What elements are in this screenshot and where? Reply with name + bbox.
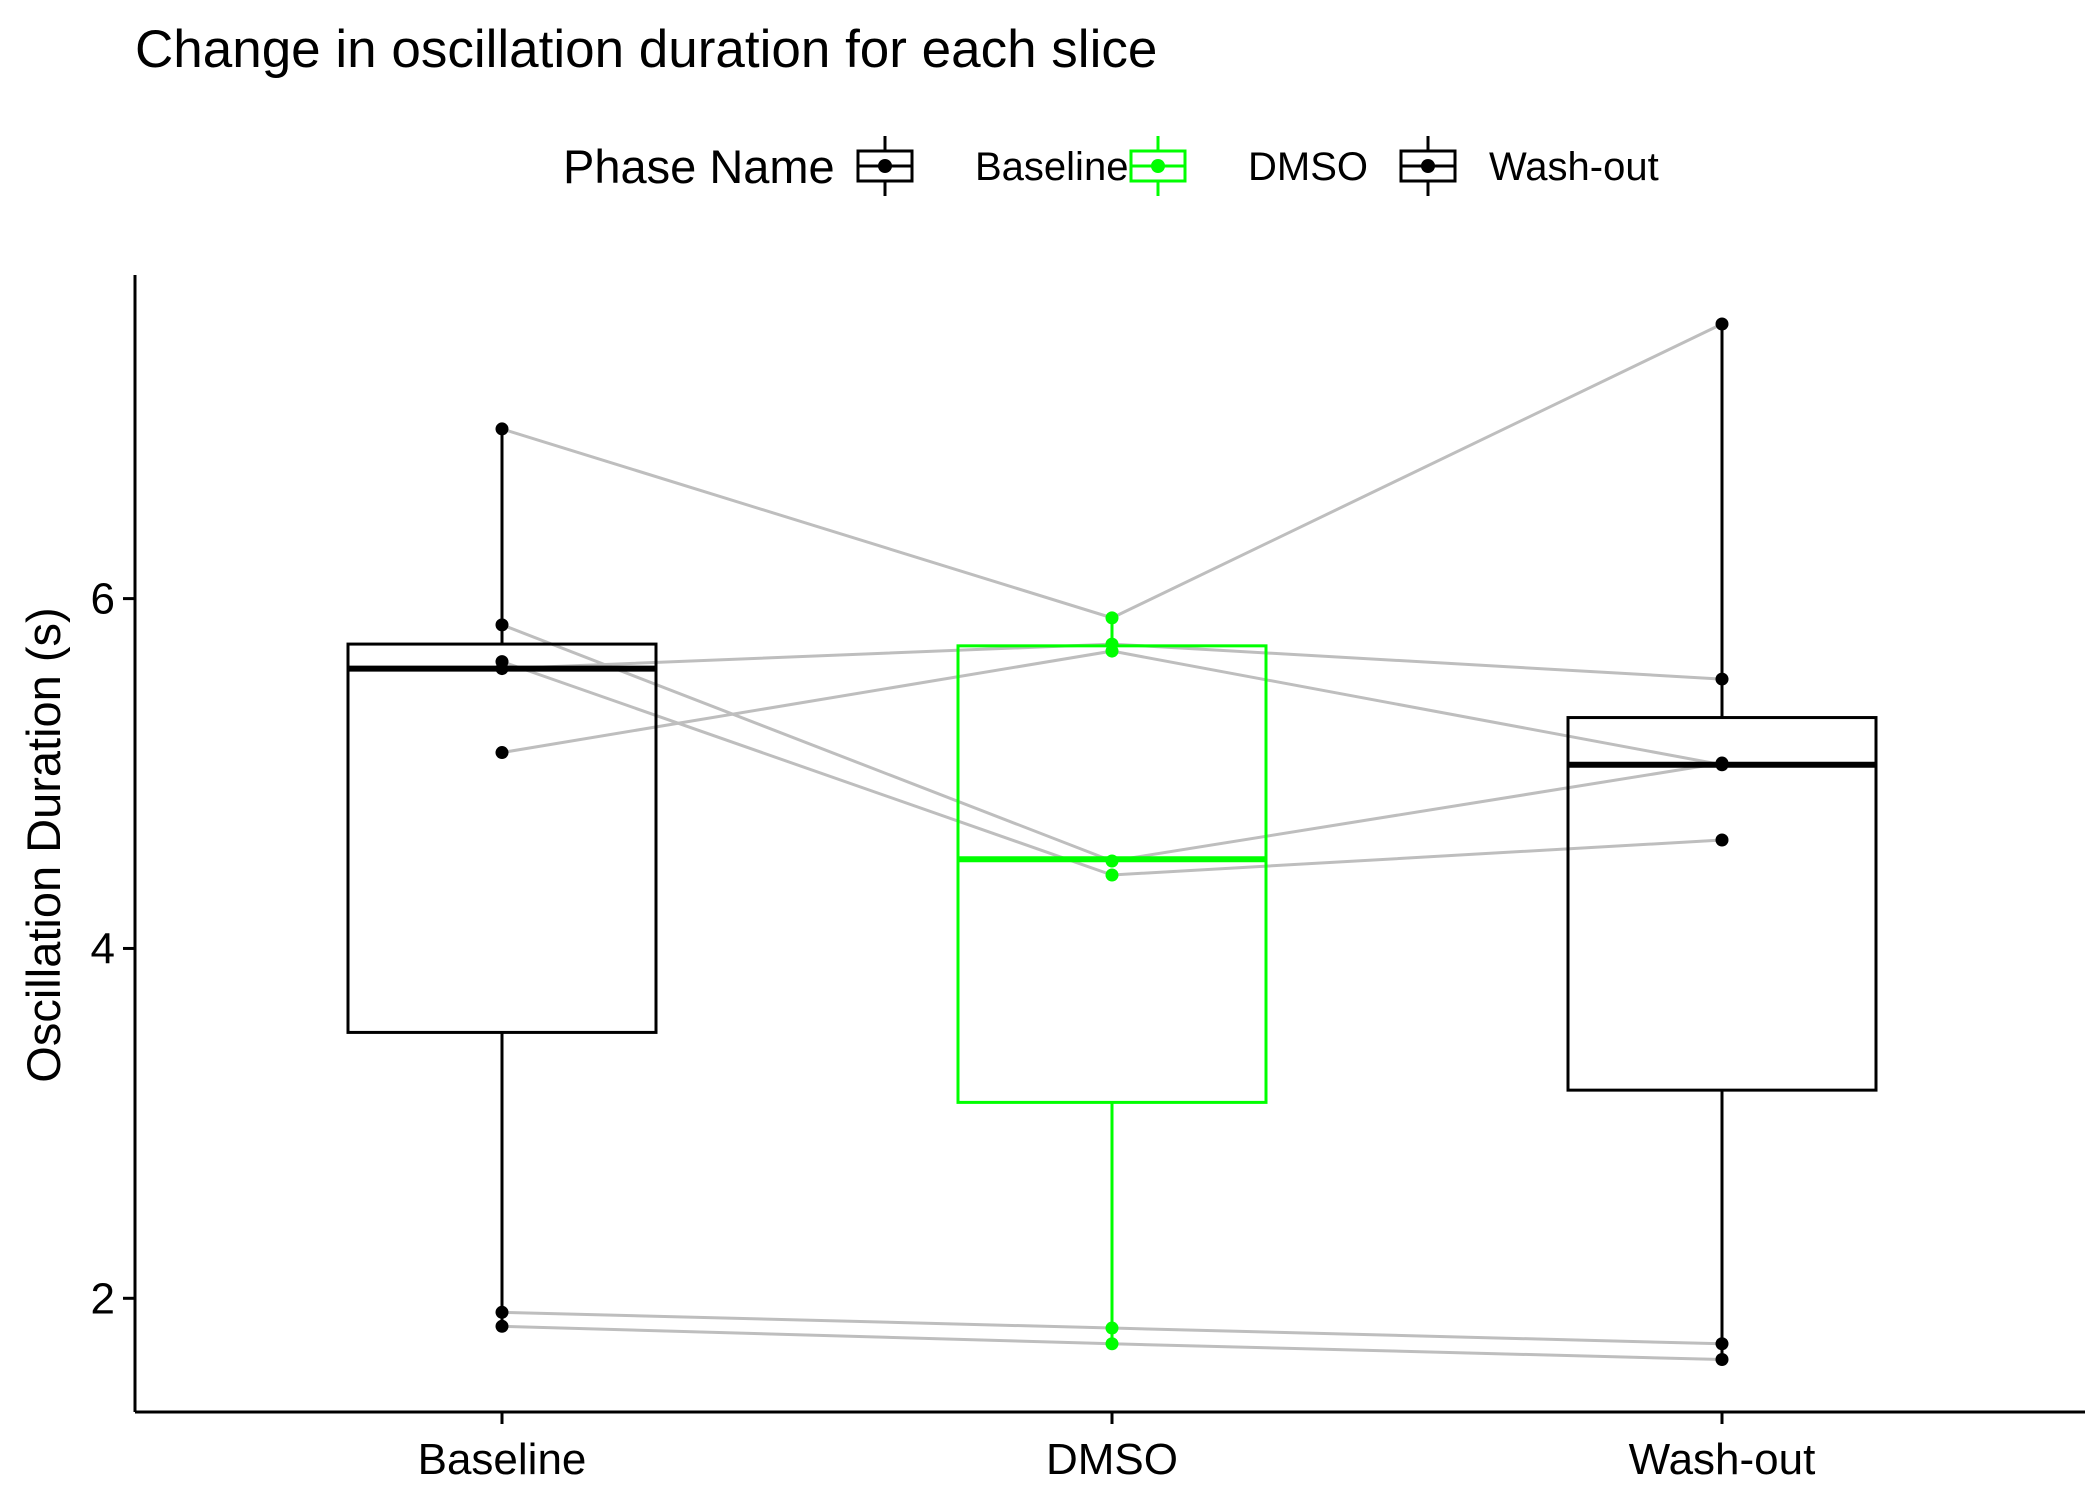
boxes	[346, 323, 1878, 1360]
y-tick-label: 4	[91, 924, 115, 973]
data-point	[1105, 868, 1119, 882]
data-point	[1715, 833, 1729, 847]
box	[346, 642, 658, 1034]
legend: Phase Name Baseline DMSO Wash-out	[563, 136, 1659, 196]
data-point	[1715, 672, 1729, 686]
legend-key-point	[1151, 159, 1165, 173]
slice-line	[501, 322, 1723, 620]
box	[1566, 716, 1878, 1092]
data-point	[495, 422, 509, 436]
axes: 2 4 6 Baseline DMSO Wash-out	[91, 275, 2085, 1484]
data-point	[1105, 1321, 1119, 1335]
x-tick-label: Baseline	[418, 1435, 587, 1484]
legend-title: Phase Name	[563, 140, 835, 193]
y-tick-label: 6	[91, 575, 115, 624]
legend-label: Wash-out	[1489, 145, 1659, 189]
y-axis-title: Oscillation Duration (s)	[17, 607, 70, 1082]
legend-key-point	[878, 159, 892, 173]
x-tick-label: Wash-out	[1629, 1435, 1816, 1484]
data-point	[1105, 1337, 1119, 1351]
data-point	[1715, 758, 1729, 772]
data-point	[495, 1319, 509, 1333]
data-point	[1715, 1337, 1729, 1351]
data-point	[495, 618, 509, 632]
data-point	[495, 1305, 509, 1319]
data-point	[495, 746, 509, 760]
x-tick-label: DMSO	[1046, 1435, 1178, 1484]
legend-label: DMSO	[1248, 145, 1368, 189]
chart-title: Change in oscillation duration for each …	[135, 20, 1157, 79]
data-point	[1105, 854, 1119, 868]
legend-label: Baseline	[975, 145, 1128, 189]
data-point	[495, 662, 509, 676]
slice-line	[501, 660, 1723, 877]
data-point	[1715, 1353, 1729, 1367]
data-point	[1105, 644, 1119, 658]
data-points	[495, 317, 1729, 1367]
legend-key-point	[1421, 159, 1435, 173]
y-tick-label: 2	[91, 1274, 115, 1323]
data-point	[1105, 611, 1119, 625]
data-point	[1715, 317, 1729, 331]
